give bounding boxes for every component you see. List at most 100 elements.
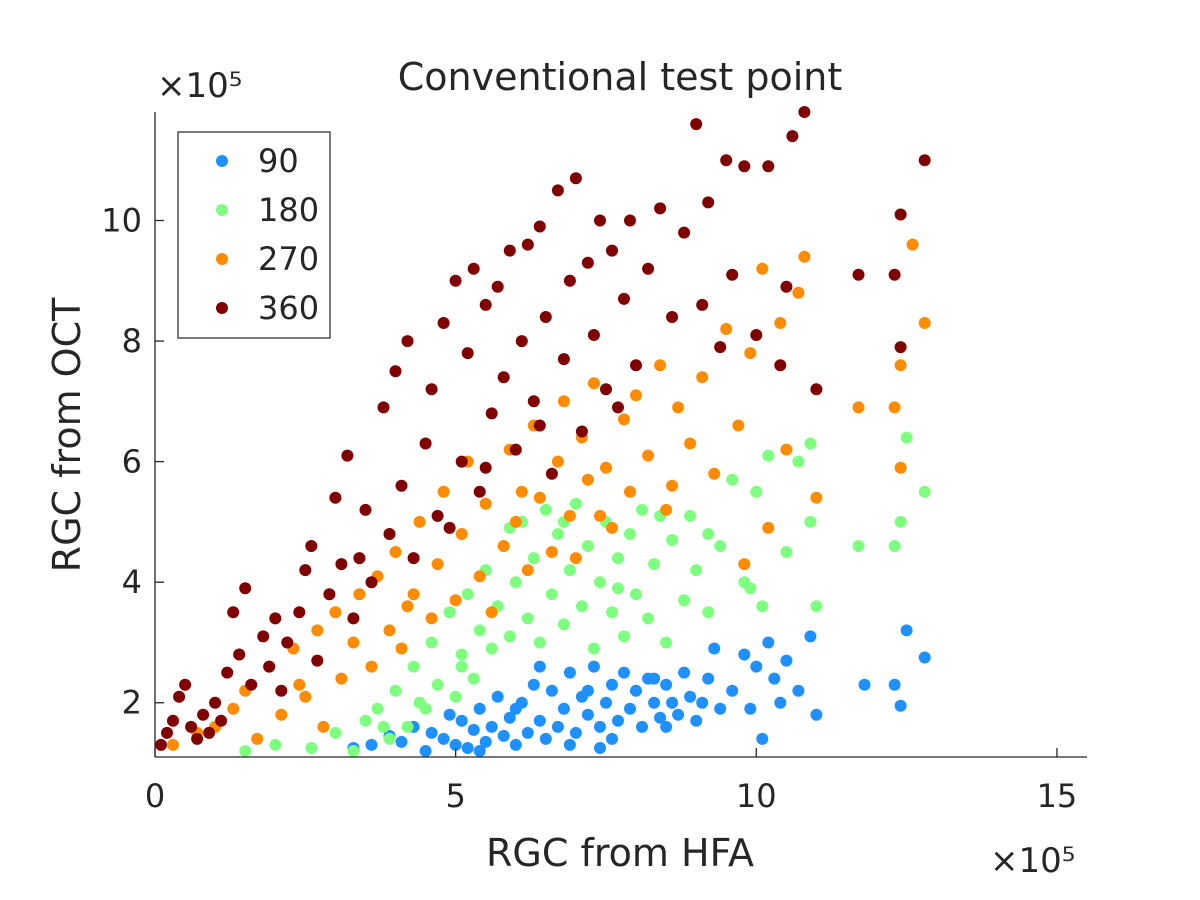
point-series-360 (750, 329, 763, 341)
point-series-360 (780, 280, 793, 293)
point-series-90 (509, 738, 522, 751)
point-series-270 (449, 594, 462, 607)
point-series-90 (756, 732, 769, 745)
point-series-90 (365, 738, 378, 751)
point-series-360 (533, 220, 546, 233)
point-series-360 (479, 461, 492, 474)
point-series-360 (401, 335, 414, 348)
legend-marker-270 (216, 253, 228, 265)
point-series-360 (305, 540, 318, 552)
point-series-360 (527, 395, 540, 408)
point-series-270 (473, 570, 486, 583)
point-series-360 (359, 503, 372, 516)
point-series-360 (642, 262, 655, 275)
point-series-360 (461, 347, 474, 360)
point-series-270 (810, 491, 823, 504)
point-series-90 (569, 726, 582, 739)
point-series-270 (720, 323, 733, 335)
point-series-180 (804, 437, 817, 450)
point-series-270 (660, 503, 673, 516)
point-series-180 (371, 702, 384, 715)
point-series-360 (209, 696, 222, 709)
legend-label-270: 270 (258, 240, 319, 278)
point-series-180 (569, 497, 582, 510)
point-series-360 (311, 654, 324, 667)
point-series-180 (485, 642, 498, 655)
point-series-270 (251, 732, 264, 745)
point-series-90 (858, 678, 871, 691)
point-series-360 (227, 606, 240, 619)
point-series-270 (509, 515, 522, 528)
point-series-90 (467, 723, 480, 736)
point-series-180 (780, 546, 793, 558)
point-series-90 (684, 690, 697, 703)
point-series-270 (684, 437, 697, 450)
point-series-360 (257, 630, 270, 643)
x-multiplier: ×10⁵ (990, 841, 1075, 881)
point-series-270 (618, 413, 630, 426)
point-series-360 (581, 256, 594, 269)
point-series-360 (281, 636, 294, 649)
point-series-270 (365, 660, 378, 673)
point-series-270 (551, 455, 564, 468)
point-series-180 (443, 606, 456, 619)
point-series-180 (702, 528, 715, 540)
point-series-270 (383, 624, 396, 637)
point-series-360 (425, 383, 438, 396)
point-series-180 (455, 660, 468, 673)
point-series-90 (660, 678, 673, 691)
point-series-270 (762, 521, 775, 534)
point-series-90 (618, 666, 630, 679)
point-series-180 (527, 552, 540, 565)
point-series-180 (461, 588, 474, 601)
point-series-180 (521, 612, 534, 625)
point-series-90 (491, 690, 504, 703)
point-series-180 (648, 558, 661, 571)
point-series-360 (545, 467, 558, 480)
point-series-90 (804, 630, 817, 643)
point-series-90 (612, 714, 624, 727)
point-series-90 (726, 684, 739, 697)
point-series-180 (389, 684, 402, 697)
point-series-360 (720, 154, 733, 167)
point-series-360 (269, 612, 282, 625)
point-series-270 (557, 395, 570, 408)
point-series-90 (708, 642, 721, 655)
point-series-360 (666, 311, 679, 323)
point-series-360 (467, 262, 480, 275)
point-series-270 (918, 317, 931, 329)
point-series-270 (732, 419, 745, 432)
point-series-90 (624, 702, 636, 715)
point-series-90 (606, 732, 618, 745)
point-series-270 (401, 600, 414, 613)
point-series-180 (533, 636, 546, 649)
point-series-270 (347, 636, 360, 649)
point-series-180 (305, 742, 318, 754)
point-series-270 (888, 401, 901, 414)
point-series-360 (455, 455, 468, 468)
point-series-360 (726, 268, 739, 281)
point-series-180 (407, 660, 420, 673)
point-series-180 (473, 624, 486, 637)
point-series-90 (780, 654, 793, 667)
x-tick-label: 5 (445, 777, 465, 815)
point-series-360 (473, 485, 486, 498)
point-series-180 (918, 485, 931, 498)
x-axis-label: RGC from HFA (486, 831, 754, 875)
point-series-180 (575, 600, 588, 613)
point-series-180 (888, 540, 901, 552)
point-series-180 (642, 612, 655, 625)
point-series-360 (491, 280, 504, 293)
point-series-90 (557, 702, 570, 715)
point-series-90 (660, 720, 673, 733)
point-series-90 (473, 745, 486, 757)
point-series-360 (533, 419, 546, 432)
y-tick-label: 4 (122, 563, 142, 601)
point-series-270 (587, 377, 600, 390)
point-series-360 (335, 558, 348, 571)
point-series-90 (672, 708, 685, 721)
point-series-180 (425, 636, 438, 649)
data-points (155, 106, 931, 757)
point-series-270 (642, 449, 655, 462)
point-series-270 (630, 389, 642, 402)
